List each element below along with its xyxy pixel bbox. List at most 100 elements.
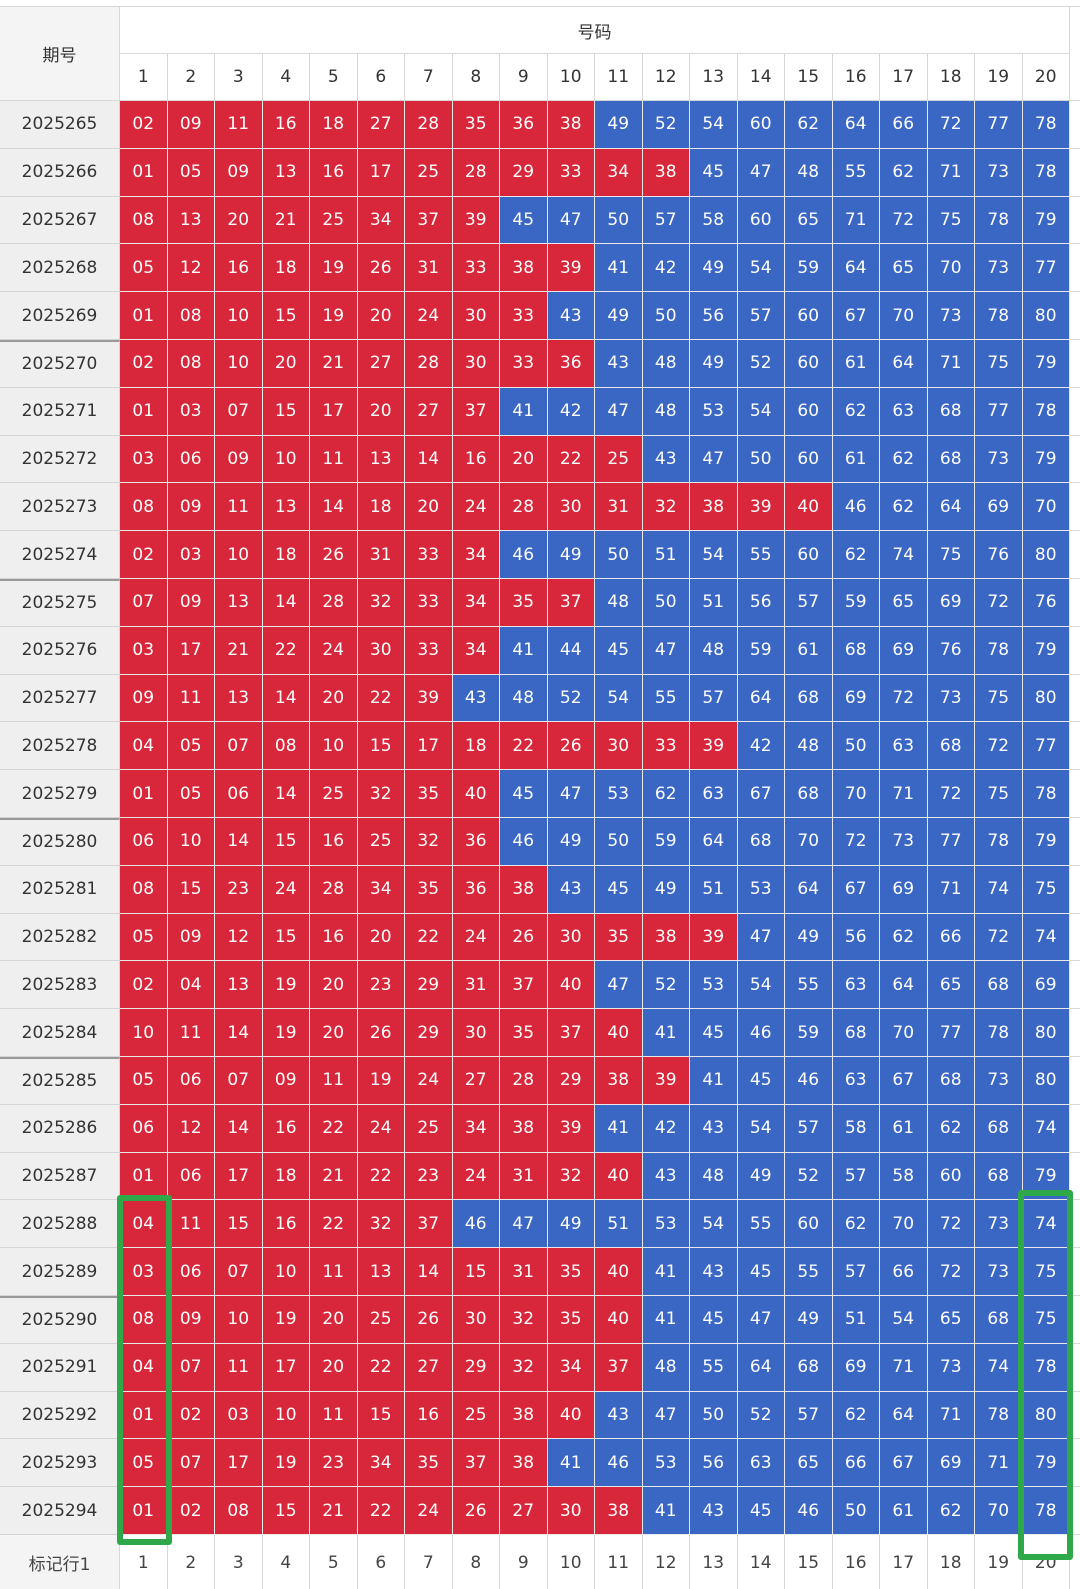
number-cell: 30 (547, 483, 595, 532)
number-cell: 53 (595, 770, 643, 818)
number-cell: 71 (927, 1391, 975, 1440)
number-cell: 60 (785, 292, 833, 340)
number-cell: 14 (262, 770, 310, 818)
number-cell: 62 (880, 435, 928, 484)
number-cell: 25 (357, 818, 405, 866)
cut-header (1070, 7, 1080, 101)
number-cell: 20 (215, 196, 263, 245)
number-cell: 68 (832, 626, 880, 675)
number-cell: 77 (927, 818, 975, 866)
number-cell: 55 (832, 148, 880, 197)
number-cell: 07 (215, 722, 263, 771)
footer-cell: 2 (167, 1535, 215, 1589)
highlight-box (1018, 1190, 1073, 1560)
number-cell: 75 (1022, 1296, 1070, 1344)
number-cell: 69 (832, 1343, 880, 1392)
number-cell: 06 (215, 770, 263, 818)
number-cell: 30 (452, 292, 500, 340)
number-cell: 48 (785, 722, 833, 771)
cut-cell (1070, 626, 1080, 675)
number-cell: 54 (737, 387, 785, 436)
number-cell: 29 (405, 961, 453, 1010)
number-cell: 22 (500, 722, 548, 771)
cut-cell (1070, 196, 1080, 245)
number-cell: 15 (262, 292, 310, 340)
number-cell: 13 (215, 579, 263, 627)
number-cell: 34 (357, 196, 405, 245)
number-cell: 10 (215, 531, 263, 579)
number-cell: 70 (880, 1009, 928, 1057)
period-cell: 2025279 (0, 770, 120, 818)
number-cell: 69 (832, 674, 880, 723)
number-cell: 74 (1022, 913, 1070, 962)
number-cell: 35 (405, 1439, 453, 1488)
cut-cell (1070, 865, 1080, 914)
number-cell: 29 (405, 1009, 453, 1057)
number-cell: 48 (642, 387, 690, 436)
number-cell: 11 (215, 483, 263, 532)
number-cell: 68 (927, 387, 975, 436)
number-cell: 10 (262, 435, 310, 484)
number-cell: 13 (215, 961, 263, 1010)
number-cell: 45 (737, 1057, 785, 1105)
number-cell: 60 (927, 1152, 975, 1201)
number-cell: 41 (642, 1248, 690, 1296)
number-cell: 79 (1022, 340, 1070, 388)
number-cell: 41 (595, 244, 643, 293)
number-cell: 51 (832, 1296, 880, 1344)
number-cell: 77 (927, 1009, 975, 1057)
number-cell: 25 (452, 1391, 500, 1440)
number-cell: 58 (832, 1104, 880, 1153)
number-cell: 57 (785, 579, 833, 627)
number-cell: 69 (975, 483, 1023, 532)
number-cell: 40 (547, 961, 595, 1010)
number-cell: 28 (500, 483, 548, 532)
number-cell: 03 (167, 387, 215, 436)
number-cell: 08 (262, 722, 310, 771)
number-cell: 48 (500, 674, 548, 723)
number-cell: 40 (595, 1296, 643, 1344)
number-cell: 38 (500, 1104, 548, 1153)
number-cell: 68 (927, 435, 975, 484)
number-cell: 64 (690, 818, 738, 866)
number-cell: 46 (785, 1057, 833, 1105)
number-cell: 01 (120, 1487, 168, 1535)
number-cell: 03 (215, 1391, 263, 1440)
number-cell: 16 (262, 1104, 310, 1153)
number-cell: 50 (690, 1391, 738, 1440)
cut-cell (1070, 435, 1080, 484)
number-cell: 55 (690, 1343, 738, 1392)
number-cell: 69 (927, 1439, 975, 1488)
number-cell: 78 (975, 196, 1023, 245)
number-cell: 20 (357, 292, 405, 340)
number-cell: 54 (737, 961, 785, 1010)
cut-cell (1070, 1200, 1080, 1249)
number-cell: 16 (215, 244, 263, 293)
number-cell: 49 (595, 292, 643, 340)
number-cell: 48 (642, 340, 690, 388)
period-cell: 2025266 (0, 148, 120, 197)
period-cell: 2025292 (0, 1391, 120, 1440)
number-cell: 63 (832, 1057, 880, 1105)
number-cell: 33 (405, 626, 453, 675)
number-cell: 47 (500, 1200, 548, 1249)
number-cell: 57 (642, 196, 690, 245)
number-cell: 42 (737, 722, 785, 771)
number-cell: 48 (690, 1152, 738, 1201)
number-cell: 72 (927, 101, 975, 149)
footer-cell: 3 (215, 1535, 263, 1589)
number-cell: 25 (357, 1296, 405, 1344)
number-cell: 54 (690, 1200, 738, 1249)
number-cell: 74 (975, 865, 1023, 914)
number-cell: 06 (167, 1248, 215, 1296)
number-cell: 80 (1022, 292, 1070, 340)
number-cell: 73 (927, 674, 975, 723)
number-cell: 48 (785, 148, 833, 197)
number-cell: 06 (167, 1152, 215, 1201)
number-cell: 16 (310, 913, 358, 962)
number-cell: 50 (832, 1487, 880, 1535)
number-cell: 21 (262, 196, 310, 245)
footer-cell: 4 (262, 1535, 310, 1589)
number-cell: 43 (690, 1487, 738, 1535)
number-cell: 62 (832, 1200, 880, 1249)
